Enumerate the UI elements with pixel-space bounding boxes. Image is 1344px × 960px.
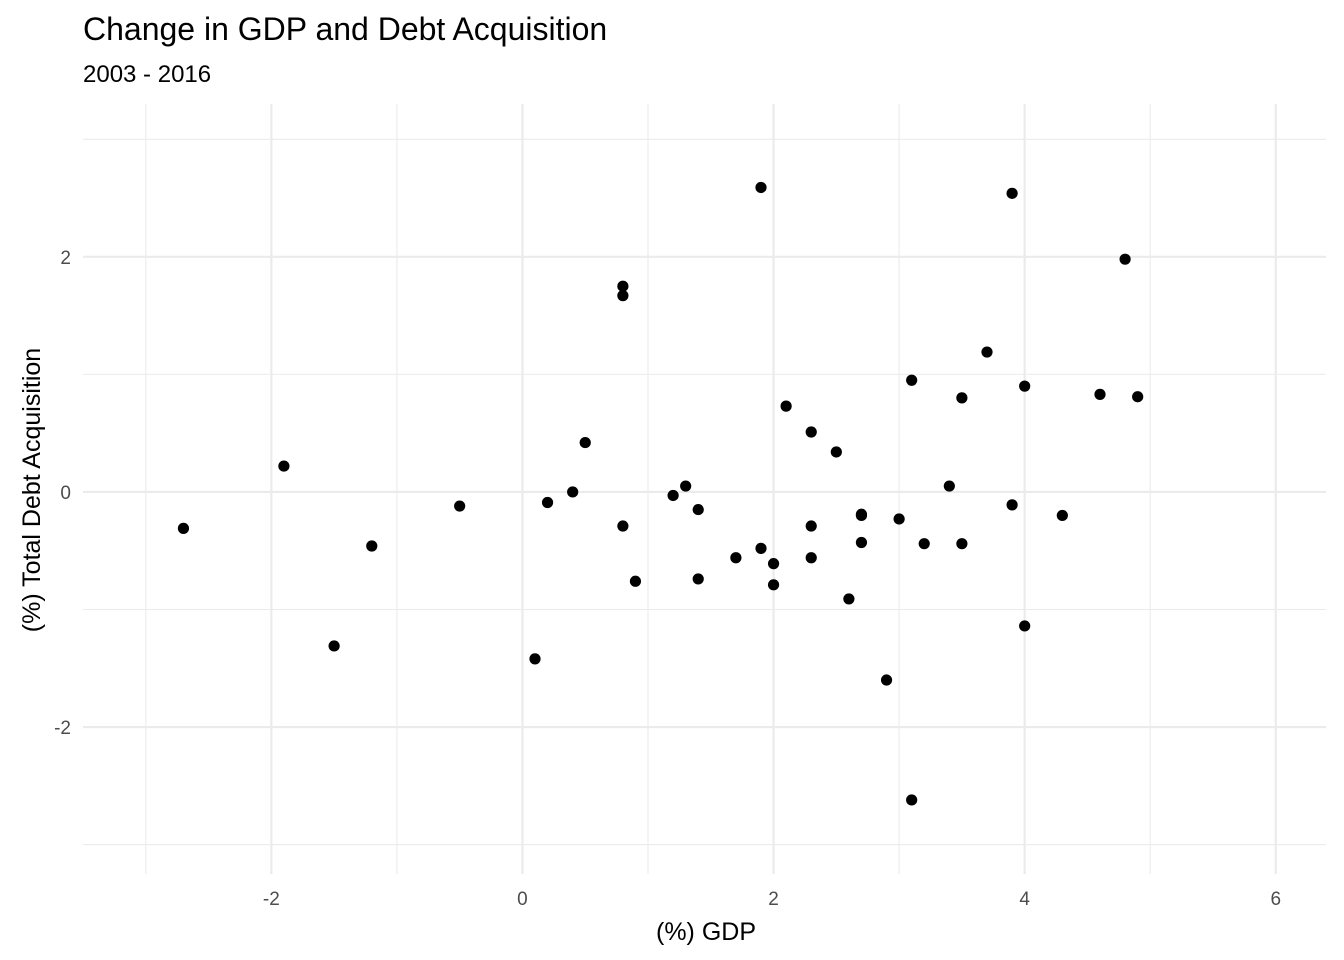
data-point <box>617 290 629 302</box>
data-point <box>529 653 541 665</box>
data-point <box>981 346 993 358</box>
chart-title: Change in GDP and Debt Acquisition <box>83 11 607 47</box>
data-point <box>730 552 742 564</box>
data-points <box>177 181 1144 806</box>
grid-lines <box>83 104 1326 874</box>
x-axis-label: (%) GDP <box>656 918 756 946</box>
data-point <box>541 496 554 509</box>
y-tick-label: 0 <box>60 483 71 504</box>
data-point <box>1006 187 1018 199</box>
data-point <box>918 538 930 550</box>
x-tick-label: 6 <box>1270 889 1281 910</box>
data-point <box>906 794 918 806</box>
data-point <box>893 513 905 525</box>
data-point <box>1132 391 1144 403</box>
data-point <box>767 558 780 570</box>
data-point <box>1056 509 1068 522</box>
data-point <box>692 573 704 585</box>
data-point <box>755 181 767 194</box>
data-point <box>906 374 918 386</box>
x-tick-label: 2 <box>768 889 779 910</box>
y-axis-label: (%) Total Debt Acquisition <box>18 348 46 632</box>
data-point <box>830 446 842 458</box>
data-point <box>617 280 629 292</box>
data-point <box>328 640 340 652</box>
data-point <box>780 400 792 412</box>
data-point <box>805 426 817 438</box>
data-point <box>805 520 817 532</box>
data-point <box>629 575 642 587</box>
x-tick-label: -2 <box>263 889 280 910</box>
data-point <box>767 579 780 591</box>
data-point <box>855 509 868 522</box>
x-axis-ticks: -2 0 2 4 6 <box>263 889 1281 910</box>
data-point <box>805 552 817 564</box>
data-point <box>843 593 855 605</box>
data-point <box>755 542 767 554</box>
data-point <box>1019 380 1031 392</box>
data-point <box>1019 620 1031 632</box>
y-tick-label: -2 <box>54 718 71 739</box>
data-point <box>680 480 692 492</box>
data-point <box>943 480 955 492</box>
y-axis-ticks: -2 0 2 <box>54 248 71 739</box>
data-point <box>692 503 704 516</box>
x-tick-label: 4 <box>1019 889 1030 910</box>
data-point <box>1119 253 1131 265</box>
data-point <box>1094 388 1106 400</box>
data-point <box>278 460 290 472</box>
data-point <box>366 540 378 552</box>
data-point <box>880 674 893 686</box>
data-point <box>579 436 591 449</box>
x-tick-label: 0 <box>517 889 528 910</box>
chart-subtitle: 2003 - 2016 <box>83 61 211 88</box>
data-point <box>567 486 579 498</box>
y-tick-label: 2 <box>60 248 71 269</box>
data-point <box>667 489 679 502</box>
data-point <box>1006 499 1018 511</box>
data-point <box>855 536 868 549</box>
data-point <box>956 392 968 404</box>
data-point <box>617 520 629 532</box>
data-point <box>177 522 190 534</box>
data-point <box>454 500 466 512</box>
data-point <box>956 538 968 550</box>
